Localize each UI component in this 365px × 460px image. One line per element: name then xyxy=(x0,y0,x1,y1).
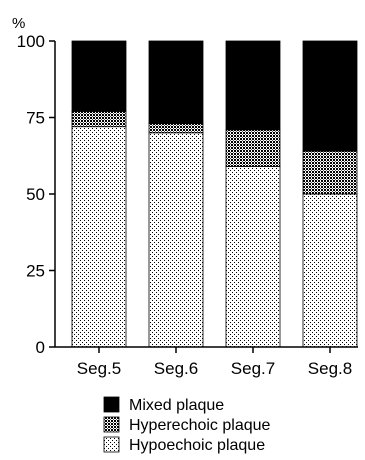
bar-segment-seg7-mixed-plaque xyxy=(225,40,281,131)
y-axis-unit: % xyxy=(12,15,25,32)
bar-segment-seg6-hyperechoic-plaque xyxy=(148,123,204,134)
bar-segment-seg8-mixed-plaque xyxy=(302,40,358,152)
bar-segment-seg7-hyperechoic-plaque xyxy=(225,129,281,167)
legend-label-hypoechoic-plaque: Hypoechoic plaque xyxy=(129,437,265,454)
legend-swatch-hypoechoic-plaque xyxy=(103,436,120,453)
x-tick-label: Seg.7 xyxy=(231,359,275,378)
bar-segment-seg5-hyperechoic-plaque xyxy=(71,110,127,128)
bar-segment-seg5-hypoechoic-plaque xyxy=(71,126,127,348)
legend-swatch-hyperechoic-plaque xyxy=(103,416,120,433)
bar-segment-seg7-hypoechoic-plaque xyxy=(225,166,281,348)
y-tick-label: 75 xyxy=(26,109,45,128)
bar-segment-seg6-hypoechoic-plaque xyxy=(148,132,204,348)
x-tick-label: Seg.5 xyxy=(77,359,121,378)
y-tick-label: 50 xyxy=(26,185,45,204)
bar-segment-seg6-mixed-plaque xyxy=(148,40,204,125)
x-tick-label: Seg.6 xyxy=(154,359,198,378)
x-tick-label: Seg.8 xyxy=(308,359,352,378)
legend-label-mixed-plaque: Mixed plaque xyxy=(129,397,224,414)
y-tick-label: 0 xyxy=(36,338,45,357)
bar-segment-seg8-hypoechoic-plaque xyxy=(302,193,358,348)
y-tick-label: 25 xyxy=(26,262,45,281)
legend-label-hyperechoic-plaque: Hyperechoic plaque xyxy=(129,417,271,434)
bar-segment-seg5-mixed-plaque xyxy=(71,40,127,112)
axes-layer: Seg.5 Seg.6 Seg.7 Seg.8 0 25 50 75 100 xyxy=(17,32,358,378)
bars-layer xyxy=(71,40,358,348)
legend-swatch-mixed-plaque xyxy=(103,396,120,413)
legend: Mixed plaque Hyperechoic plaque Hypoechoic… xyxy=(103,396,271,454)
y-tick-label: 100 xyxy=(17,32,45,51)
bar-segment-seg8-hyperechoic-plaque xyxy=(302,150,358,195)
